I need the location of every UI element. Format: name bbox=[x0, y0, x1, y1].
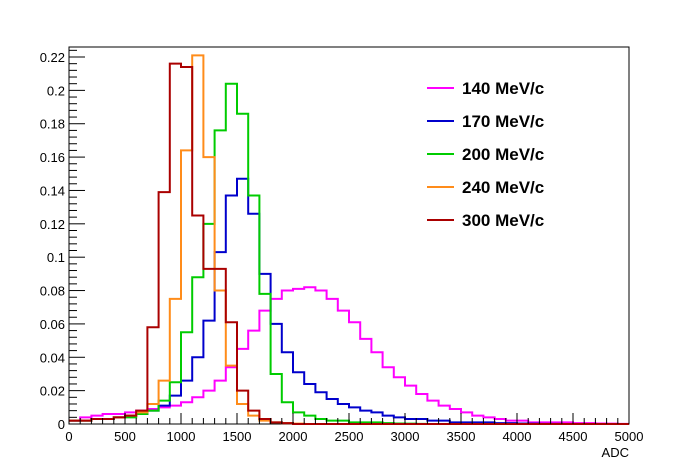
y-tick-label: 0.02 bbox=[40, 384, 65, 399]
x-tick-label: 3500 bbox=[447, 429, 476, 444]
series-line-1 bbox=[69, 177, 629, 425]
x-tick-label: 0 bbox=[65, 429, 72, 444]
y-tick-label: 0.16 bbox=[40, 150, 65, 165]
x-tick-label: 5000 bbox=[615, 429, 644, 444]
legend-label-3: 240 MeV/c bbox=[462, 178, 544, 197]
x-tick-label: 500 bbox=[114, 429, 136, 444]
legend: 140 MeV/c 170 MeV/c 200 MeV/c 240 MeV/c 300 … bbox=[427, 79, 544, 230]
legend-label-2: 200 MeV/c bbox=[462, 145, 544, 164]
x-tick-label: 2000 bbox=[279, 429, 308, 444]
y-tick-label: 0.06 bbox=[40, 317, 65, 332]
y-tick-label: 0.22 bbox=[40, 50, 65, 65]
y-tick-label: 0.14 bbox=[40, 183, 65, 198]
x-tick-label: 4000 bbox=[503, 429, 532, 444]
y-tick-label: 0.1 bbox=[47, 250, 65, 265]
y-tick-label: 0.12 bbox=[40, 217, 65, 232]
series-line-0 bbox=[69, 286, 629, 425]
x-tick-label: 1500 bbox=[223, 429, 252, 444]
y-tick-label: 0.18 bbox=[40, 117, 65, 132]
y-tick-label: 0.04 bbox=[40, 350, 65, 365]
plot-frame bbox=[68, 46, 630, 425]
legend-label-0: 140 MeV/c bbox=[462, 79, 544, 98]
x-tick-label: 1000 bbox=[167, 429, 196, 444]
x-tick-label: 3000 bbox=[391, 429, 420, 444]
legend-label-4: 300 MeV/c bbox=[462, 211, 544, 230]
x-axis: 0 500 1000 1500 2000 2500 3000 3500 4000 4500 5000 bbox=[65, 413, 643, 444]
series-line-4 bbox=[69, 62, 629, 425]
y-tick-label: 0.2 bbox=[47, 83, 65, 98]
series-line-2 bbox=[69, 82, 629, 425]
y-tick-label: 0 bbox=[58, 417, 65, 432]
x-axis-title: ADC bbox=[602, 445, 629, 460]
y-axis: 0 0.02 0.04 0.06 0.08 0.1 0.12 0.14 0.16 0.18 0.2 0… bbox=[40, 49, 85, 432]
y-tick-label: 0.08 bbox=[40, 284, 65, 299]
legend-label-1: 170 MeV/c bbox=[462, 112, 544, 131]
series-line-3 bbox=[69, 54, 629, 425]
x-tick-label: 2500 bbox=[335, 429, 364, 444]
x-tick-label: 4500 bbox=[559, 429, 588, 444]
series-layer bbox=[69, 54, 629, 425]
